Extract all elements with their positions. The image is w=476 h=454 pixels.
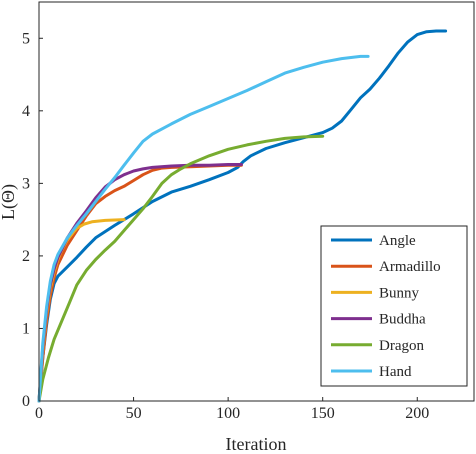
y-tick-label: 5 (22, 30, 30, 47)
y-tick-label: 3 (22, 175, 30, 192)
legend-label-dragon: Dragon (379, 338, 424, 354)
legend-label-angle: Angle (379, 233, 416, 249)
series-line-hand (37, 54, 370, 403)
y-tick-label: 4 (22, 103, 30, 120)
series-lines (37, 29, 448, 403)
series-line-angle (37, 29, 448, 403)
y-tick-label: 1 (22, 320, 30, 337)
x-tick-label: 200 (405, 405, 429, 422)
legend-box (320, 225, 468, 387)
series-line-dragon (37, 134, 325, 403)
y-axis-ticks: 0 1 2 3 4 5 (22, 30, 43, 410)
x-axis-label: Iteration (226, 434, 287, 454)
legend: Angle Armadillo Bunny Buddha Dragon Hand (320, 225, 468, 387)
y-tick-label: 2 (22, 248, 30, 265)
legend-label-buddha: Buddha (379, 312, 426, 328)
y-axis-label: L(Θ) (0, 184, 19, 220)
plot-frame (38, 1, 475, 402)
y-tick-label: 0 (22, 393, 30, 410)
x-tick-label: 0 (35, 405, 43, 422)
x-axis-ticks: 0 50 100 150 200 (35, 397, 429, 422)
legend-label-armadillo: Armadillo (379, 259, 441, 275)
x-tick-label: 50 (126, 405, 142, 422)
x-tick-label: 100 (216, 405, 240, 422)
legend-label-bunny: Bunny (379, 285, 420, 301)
legend-label-hand: Hand (379, 364, 412, 380)
x-tick-label: 150 (311, 405, 335, 422)
